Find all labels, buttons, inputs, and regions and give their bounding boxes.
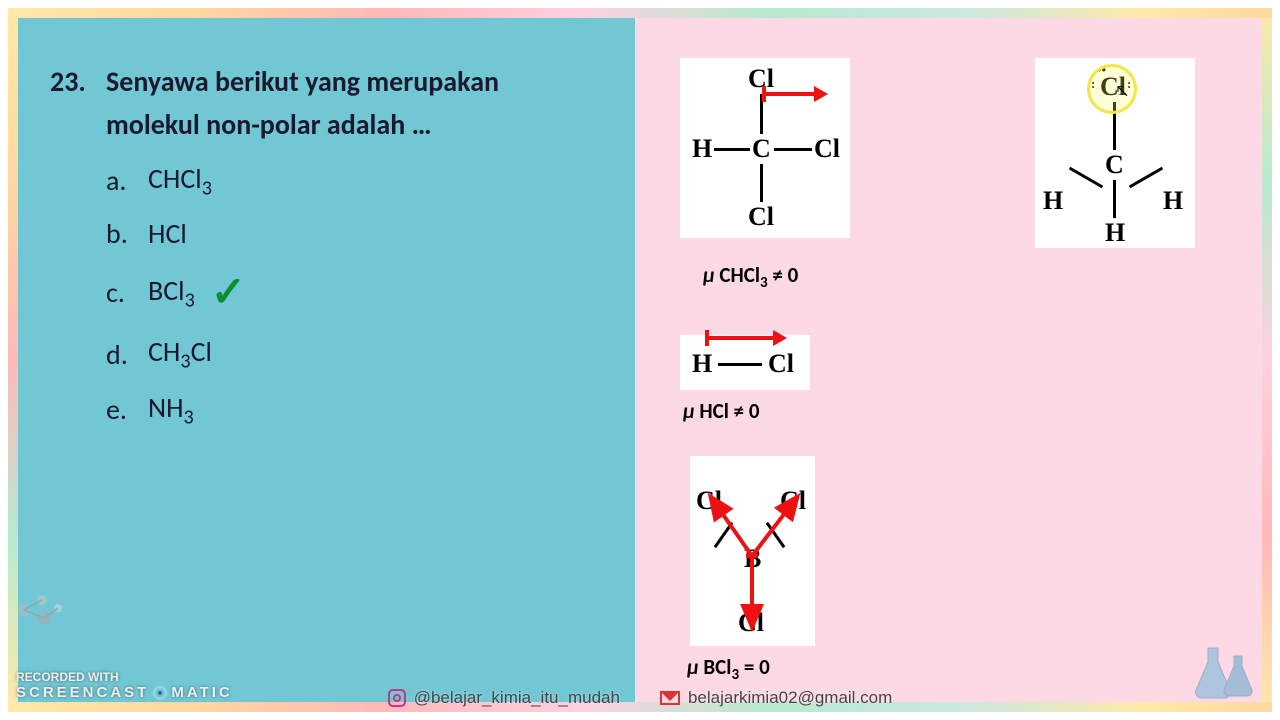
- footer: @belajar_kimia_itu_mudah belajarkimia02@…: [0, 688, 1280, 708]
- left-panel: 23. Senyawa berikut yang merupakan molek…: [10, 10, 635, 710]
- cursor-icon: ↖: [1115, 82, 1129, 101]
- label-chcl3-dipole: μ CHCl3 ≠ 0: [703, 262, 798, 292]
- dipole-arrows-icon: [690, 456, 815, 646]
- question-number: 23.: [50, 60, 106, 147]
- instagram-handle: @belajar_kimia_itu_mudah: [388, 688, 620, 708]
- option-c: c. BCl3 ✓: [106, 267, 595, 318]
- option-b: b. HCl: [106, 216, 595, 251]
- label-hcl-dipole: μ HCl ≠ 0: [683, 398, 760, 424]
- option-a: a. CHCl3: [106, 161, 595, 201]
- right-panel: C Cl Cl Cl H μ CHCl3 ≠ 0 H Cl μ HCl ≠ 0 …: [635, 10, 1270, 710]
- cursor-highlight-icon: [1087, 64, 1137, 114]
- checkmark-icon: ✓: [211, 267, 246, 318]
- diagram-hcl: H Cl: [680, 335, 810, 390]
- label-bcl3-dipole: μ BCl3 = 0: [687, 654, 770, 684]
- instagram-icon: [388, 689, 406, 707]
- gmail-address: belajarkimia02@gmail.com: [660, 688, 892, 708]
- question-text: 23. Senyawa berikut yang merupakan molek…: [50, 60, 595, 147]
- options-list: a. CHCl3 b. HCl c. BCl3 ✓ d. CH3Cl e. NH…: [106, 161, 595, 430]
- diagram-chcl3: C Cl Cl Cl H: [680, 58, 850, 238]
- gmail-icon: [660, 691, 680, 705]
- option-d: d. CH3Cl: [106, 334, 595, 374]
- diagram-bcl3: B Cl Cl Cl: [690, 456, 815, 646]
- option-e: e. NH3: [106, 390, 595, 430]
- molecule-deco-icon: [14, 590, 64, 630]
